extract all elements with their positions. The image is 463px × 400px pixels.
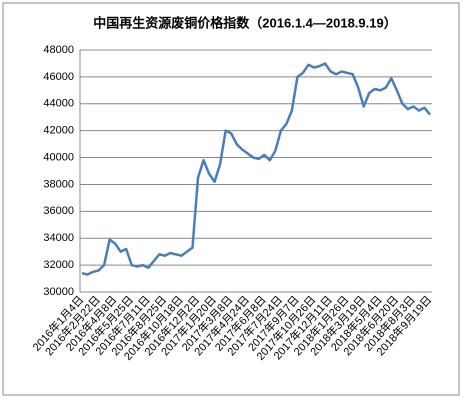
y-tick-label: 34000 (43, 232, 74, 244)
chart-title: 中国再生资源废铜价格指数（2016.1.4—2018.9.19） (93, 15, 396, 30)
y-tick-label: 36000 (43, 205, 74, 217)
chart-frame (2, 2, 460, 396)
y-tick-label: 46000 (43, 71, 74, 83)
y-tick-label: 42000 (43, 125, 74, 137)
y-tick-label: 44000 (43, 98, 74, 110)
y-tick-label: 30000 (43, 286, 74, 298)
y-tick-label: 32000 (43, 259, 74, 271)
price-line (81, 62, 431, 276)
y-tick-label: 48000 (43, 44, 74, 56)
y-tick-label: 40000 (43, 151, 74, 163)
y-tick-label: 38000 (43, 178, 74, 190)
